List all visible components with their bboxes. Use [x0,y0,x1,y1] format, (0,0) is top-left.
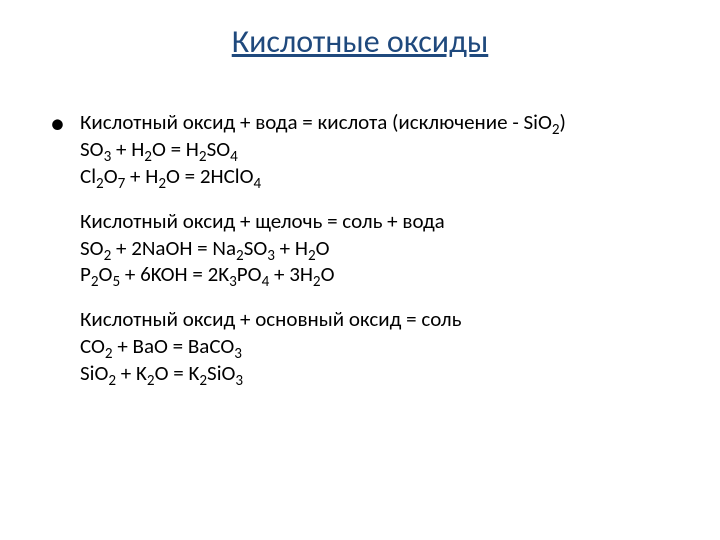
equation-line: Cl2O7 + H2O = 2HClO4 [80,163,680,190]
section-heading: Кислотный оксид + щелочь = соль + вода [80,208,680,235]
bullet-icon: • [50,109,65,139]
equation-line: SO3 + H2O = H2SO4 [80,136,680,163]
equation-line: SO2 + 2NaOH = Na2SO3 + H2O [80,235,680,262]
sections-container: Кислотный оксид + вода = кислота (исключ… [80,109,680,387]
equation-line: P2O5 + 6KOH = 2K3PO4 + 3H2O [80,261,680,288]
slide-body: • Кислотный оксид + вода = кислота (искл… [40,109,680,387]
section-heading: Кислотный оксид + основный оксид = соль [80,306,680,333]
slide: Кислотные оксиды • Кислотный оксид + вод… [0,0,720,540]
section: Кислотный оксид + щелочь = соль + водаSO… [80,208,680,289]
slide-title: Кислотные оксиды [40,22,680,61]
equation-line: CO2 + BaO = BaCO3 [80,333,680,360]
equation-line: SiO2 + K2O = K2SiO3 [80,360,680,387]
section: Кислотный оксид + основный оксид = сольC… [80,306,680,387]
section: Кислотный оксид + вода = кислота (исключ… [80,109,680,190]
section-heading: Кислотный оксид + вода = кислота (исключ… [80,109,680,136]
